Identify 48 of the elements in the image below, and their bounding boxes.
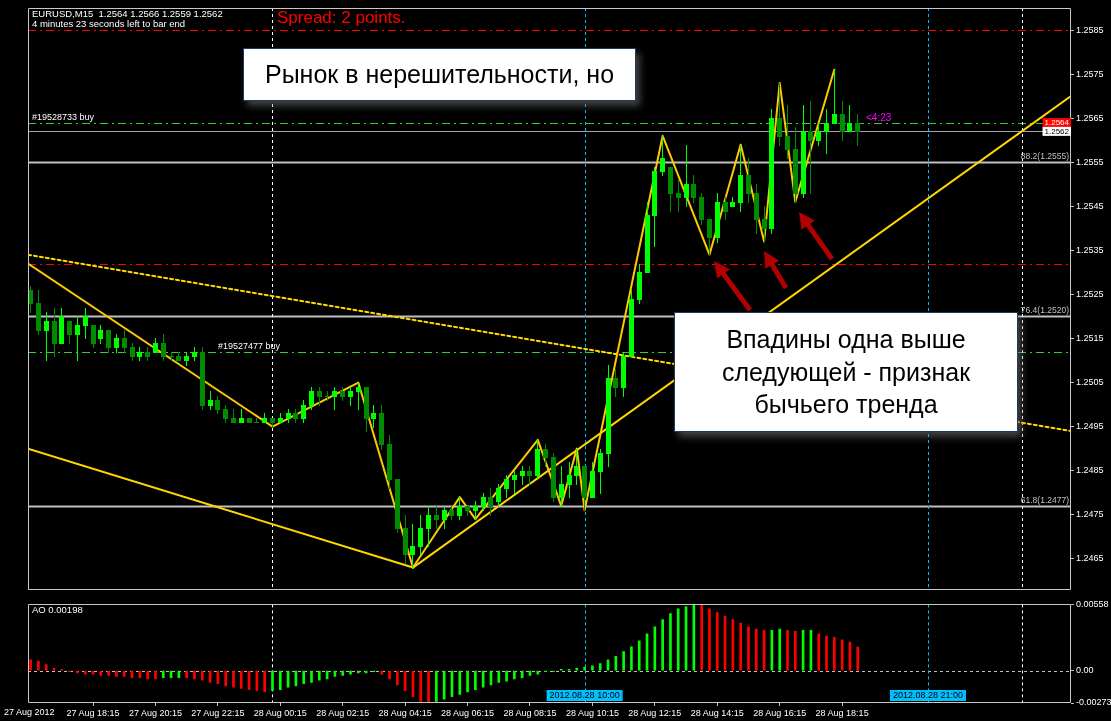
x-tick-label: 28 Aug 12:15	[628, 707, 682, 718]
x-tick-label: 28 Aug 00:15	[253, 707, 307, 718]
y-tick-label: 1.2475	[1076, 509, 1104, 520]
y-tick-label: 1.2575	[1076, 68, 1104, 79]
x-tick-label: 28 Aug 14:15	[690, 707, 744, 718]
ref-line-label: #19527477 buy	[218, 340, 281, 351]
ref-line-label: 76.4(1.2520)	[1020, 305, 1070, 316]
x-tick-label: 28 Aug 02:15	[316, 707, 370, 718]
y-tick-label: 1.2535	[1076, 244, 1104, 255]
text: 27 Aug 2012	[4, 707, 55, 717]
y-tick-label: 1.2505	[1076, 377, 1104, 387]
chart-title: EURUSD,M15 1.2564 1.2566 1.2559 1.2562	[32, 8, 223, 19]
y-tick-label: 1.2525	[1076, 288, 1104, 299]
x-tick-label: 28 Aug 10:15	[565, 707, 619, 718]
annotation: Рынок в нерешительности, но	[264, 59, 615, 91]
x-tick-label: 28 Aug 06:15	[441, 707, 495, 718]
x-tick-label: 28 Aug 16:15	[753, 707, 807, 718]
y-tick-label: 0.00	[1076, 665, 1094, 676]
text: 4 minutes 23 seconds left to bar end	[32, 18, 186, 29]
y-tick-label: 1.2565	[1076, 112, 1104, 123]
y-tick-label: 1.2495	[1076, 421, 1104, 432]
x-tick-label: 27 Aug 20:15	[128, 707, 182, 718]
y-tick-label: 1.2465	[1076, 553, 1104, 564]
y-tick-label: 1.2585	[1076, 24, 1104, 35]
annotation: 1.2564	[1044, 118, 1070, 128]
annotation: Spread: 2 points.	[277, 8, 406, 27]
callout-box: Рынок в нерешительности, но	[243, 48, 636, 101]
x-tick-label: 28 Aug 08:15	[503, 707, 557, 718]
ref-line-label: 61.8(1.2477)	[1020, 494, 1070, 505]
annotation: 1.2562	[1044, 127, 1070, 137]
ref-line-label: 2012.08.28 21:00	[892, 689, 963, 700]
chart-title: AO 0.00198	[32, 604, 83, 616]
annotation: Впадины одна выше следующей - признак бычьего тренда	[720, 324, 972, 421]
y-tick-label: -0.00273	[1076, 697, 1111, 708]
x-tick-label: 28 Aug 18:15	[815, 707, 869, 718]
ref-line-label: 88.2(1.2555)	[1020, 151, 1070, 162]
ref-line-label: #19528733 buy	[32, 111, 95, 122]
y-tick-label: 1.2545	[1076, 200, 1104, 211]
x-tick-label: 27 Aug 22:15	[191, 707, 245, 718]
ref-line-label: 2012.08.28 10:00	[549, 689, 620, 700]
x-tick-label: 27 Aug 18:15	[66, 707, 120, 718]
y-tick-label: 0.00558	[1076, 598, 1109, 609]
callout-box: Впадины одна выше следующей - признак бычьего тренда	[674, 312, 1018, 432]
x-tick-label: 28 Aug 04:15	[378, 707, 432, 718]
y-tick-label: 1.2485	[1076, 465, 1104, 476]
y-tick-label: 1.2515	[1076, 332, 1104, 343]
annotation: <4:23	[866, 112, 892, 123]
y-tick-label: 1.2555	[1076, 156, 1104, 167]
